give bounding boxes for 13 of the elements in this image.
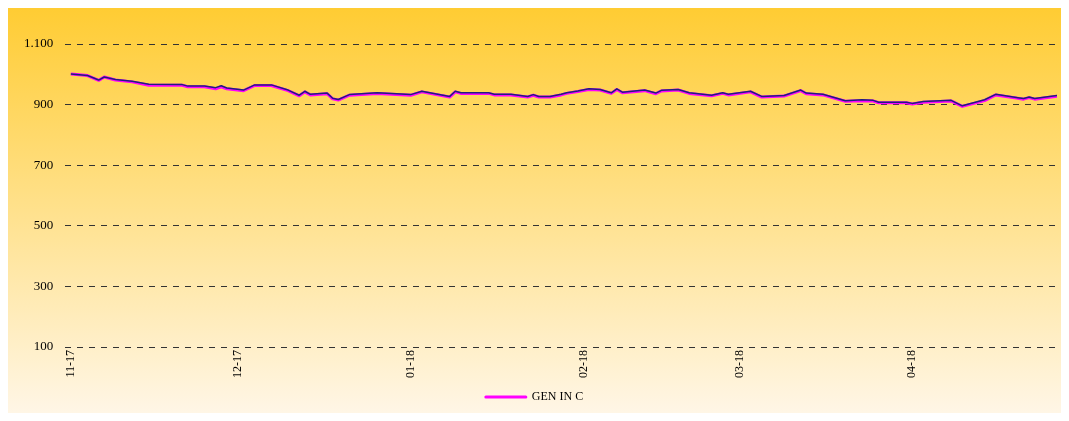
y-tick-label: 300 xyxy=(33,277,54,293)
x-tick-label: 02-18 xyxy=(575,350,590,378)
y-tick-label: 1.100 xyxy=(24,35,54,51)
y-tick-label: 500 xyxy=(33,217,54,233)
y-tick-label: 700 xyxy=(33,156,54,172)
legend-label: GEN IN C xyxy=(531,389,584,404)
x-tick-label: 12-17 xyxy=(230,350,245,378)
x-tick-label: 01-18 xyxy=(402,350,417,378)
x-tick-label: 03-18 xyxy=(731,350,746,378)
x-tick-label: 11-17 xyxy=(62,350,77,378)
x-tick-label: 04-18 xyxy=(904,350,919,378)
y-tick-label: 900 xyxy=(33,96,54,112)
y-tick-label: 100 xyxy=(33,338,54,354)
